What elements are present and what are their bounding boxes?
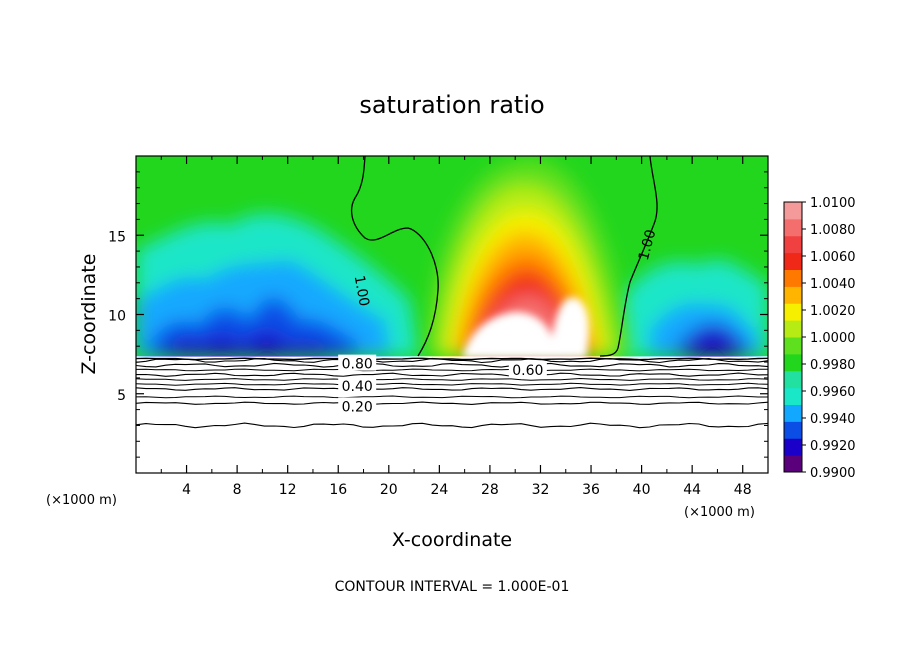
- x-axis-label: X-coordinate: [392, 529, 512, 551]
- contour-line: [136, 422, 768, 429]
- colorbar-label: 0.9980: [810, 358, 856, 373]
- contour-line: [136, 377, 768, 381]
- colorbar-label: 1.0000: [810, 331, 856, 346]
- x-tick-label: 32: [532, 482, 550, 498]
- contour-line: [136, 382, 768, 386]
- colorbar-swatch: [784, 235, 802, 254]
- colorbar-swatch: [784, 252, 802, 270]
- x-tick-label: 12: [279, 482, 297, 498]
- contour-label-backdrop: [338, 376, 377, 393]
- contour-line-1.00-right: [599, 156, 658, 357]
- contour-line: [136, 401, 768, 405]
- contour-line: [136, 387, 768, 391]
- contour-labels: 1.00 1.00 0.80 0.60 0.40 0.20: [338, 228, 660, 415]
- colorbar-swatch: [784, 455, 802, 473]
- x-tick-label: 36: [582, 482, 600, 498]
- contour-label-group: 0.80: [338, 354, 377, 373]
- contour-line: [136, 362, 768, 368]
- chart-title: saturation ratio: [359, 91, 544, 119]
- x-tick-label: 4: [182, 482, 191, 498]
- colorbar-swatch: [784, 370, 802, 389]
- colorbar-label: 1.0060: [810, 250, 856, 265]
- contour-label: 1.00: [351, 274, 372, 307]
- colorbar-swatch: [784, 387, 802, 405]
- contour-line: [136, 372, 768, 377]
- colorbar-swatch: [784, 286, 802, 304]
- contour-interval-note: CONTOUR INTERVAL = 1.000E-01: [335, 579, 570, 595]
- colorbar-label: 0.9900: [810, 466, 856, 481]
- colorbar-label: 1.0100: [810, 196, 856, 211]
- colorbar-label: 0.9960: [810, 385, 856, 400]
- y-tick-label: 5: [117, 388, 126, 404]
- x-tick-label: 24: [430, 482, 448, 498]
- x-tick-label: 40: [633, 482, 651, 498]
- colorbar-swatch: [784, 303, 802, 321]
- x-tick-label: 44: [683, 482, 701, 498]
- x-tick-label: 8: [233, 482, 242, 498]
- colorbar-label: 1.0020: [810, 304, 856, 319]
- x-tick-label: 16: [329, 482, 347, 498]
- colorbar-swatch: [784, 320, 802, 338]
- colorbar-swatch: [784, 202, 802, 220]
- contour-line: [136, 357, 768, 364]
- subsaturated-region-right: [620, 259, 768, 356]
- colorbar-swatch: [784, 218, 802, 237]
- colorbar: 0.9900 0.9920 0.9940 0.9960 0.9980 1.0000 1.00…: [783, 196, 856, 481]
- y-tick-label: 15: [108, 229, 126, 245]
- plot-area: [136, 156, 768, 473]
- contour-label-group: 0.40: [338, 376, 377, 395]
- contour-label: 1.00: [636, 228, 660, 262]
- contour-line: [136, 368, 768, 372]
- contour-label-backdrop: [338, 397, 377, 414]
- x-unit-left: (×1000 m): [46, 493, 117, 508]
- colorbar-label: 0.9920: [810, 439, 856, 454]
- colorbar-swatch: [784, 404, 802, 422]
- y-axis: 5 10 15: [108, 171, 768, 458]
- x-axis: 4 8 12 16 20 24 28 32 36 40 44 48: [160, 156, 752, 498]
- contour-label-backdrop: [508, 360, 547, 377]
- contour-label: 0.40: [342, 379, 373, 395]
- cloud-base-line: [136, 357, 768, 361]
- colorbar-label: 1.0040: [810, 277, 856, 292]
- x-unit-right: (×1000 m): [684, 505, 755, 520]
- contour-label-group: 1.00: [636, 228, 660, 262]
- contour-label-backdrop: [338, 354, 377, 371]
- colorbar-swatch: [784, 337, 802, 355]
- colorbar-swatch: [784, 269, 802, 287]
- contour-label: 0.80: [342, 357, 373, 373]
- colorbar-swatch: [784, 438, 802, 456]
- contour-label-group: 0.20: [338, 397, 377, 415]
- x-tick-label: 20: [380, 482, 398, 498]
- colorbar-swatch: [784, 421, 802, 439]
- contour-label-group: 0.60: [508, 360, 547, 379]
- cloud-core: [462, 297, 590, 358]
- dry-layer: [136, 357, 768, 473]
- subsaturated-region-left: [136, 213, 420, 356]
- contour-label-group: 1.00: [351, 274, 372, 307]
- contour-line: [136, 395, 768, 399]
- colorbar-label: 1.0080: [810, 223, 856, 238]
- x-tick-label: 28: [481, 482, 499, 498]
- x-tick-label: 48: [734, 482, 752, 498]
- colorbar-swatch: [784, 353, 802, 372]
- contour-label: 0.60: [512, 363, 543, 379]
- contour-line-1.00-left: [351, 156, 439, 357]
- contour-label: 0.20: [342, 399, 373, 415]
- y-axis-label: Z-coordinate: [78, 254, 100, 375]
- y-tick-label: 10: [108, 309, 126, 325]
- dry-layer-contours: [136, 357, 768, 429]
- colorbar-label: 0.9940: [810, 412, 856, 427]
